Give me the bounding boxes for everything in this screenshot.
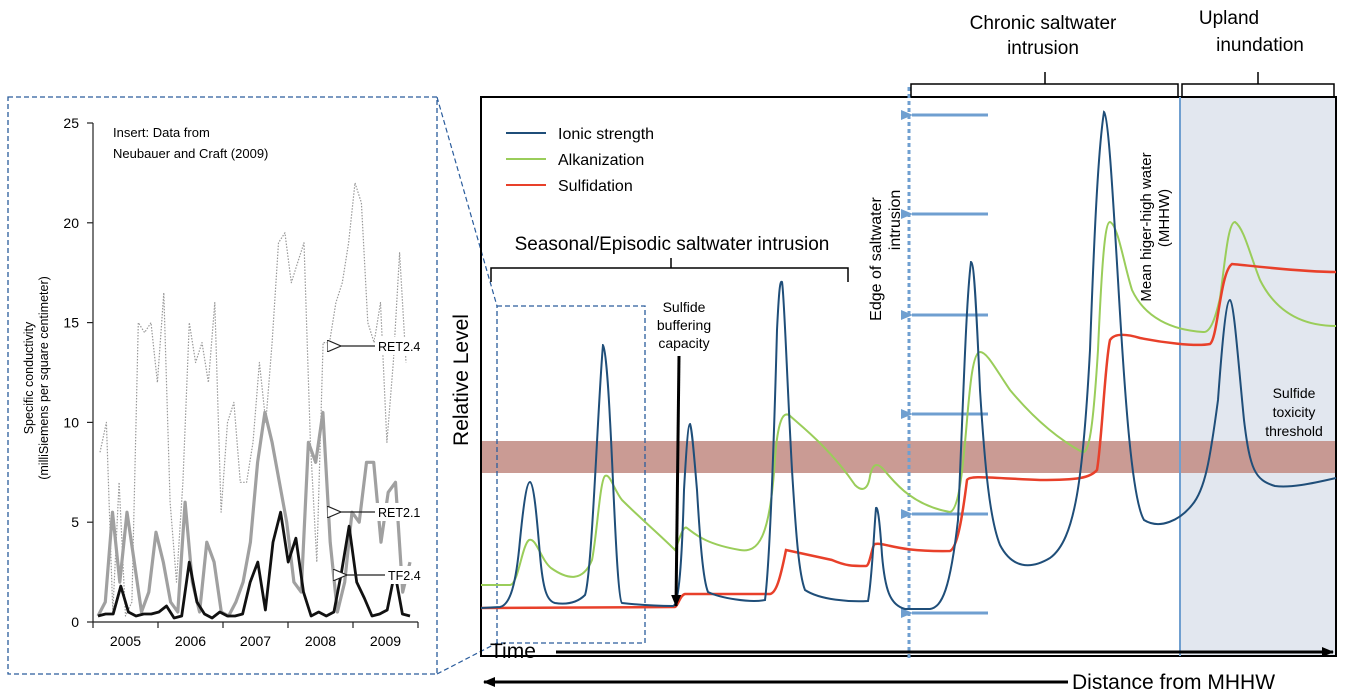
mhhw-label-line2: (MHHW): [1156, 189, 1173, 247]
tf24-label: TF2.4: [388, 569, 421, 583]
legend-sulf-label: Sulfidation: [558, 178, 633, 195]
zoom-connector-top: [436, 96, 498, 307]
upland-label-line2: inundation: [1216, 35, 1304, 56]
ret24-label: RET2.4: [378, 340, 420, 354]
inset-series: [96, 182, 412, 620]
inset-y-tick-label: 0: [71, 614, 79, 630]
inset-y-tick-label: 25: [63, 115, 79, 131]
upland-bracket: [1181, 72, 1335, 97]
legend: Ionic strength Alkanization Sulfidation: [506, 126, 654, 195]
inset-series-tf24: [97, 510, 411, 620]
upland-shade: [1180, 97, 1336, 656]
inset-title-line1: Insert: Data from: [113, 125, 210, 140]
inset-x-tick-label: 2006: [175, 633, 206, 649]
edge-label-line2: intrusion: [887, 190, 904, 250]
zoom-connector-bottom: [436, 642, 498, 675]
edge-label-line1: Edge of saltwater: [868, 197, 885, 321]
upland-label-line1: Upland: [1199, 8, 1259, 29]
inset-series-ret21: [96, 410, 412, 618]
time-label: Time: [490, 640, 536, 663]
sulfidation-curve: [480, 262, 1337, 610]
inset-x-tick-label: 2007: [240, 633, 271, 649]
inset-x-tick-label: 2009: [370, 633, 401, 649]
toxicity-label-line1: Sulfide: [1273, 385, 1316, 401]
toxicity-label-line2: toxicity: [1273, 404, 1316, 420]
inset-y-label-line2: (milliSiemens per square centimeter): [37, 276, 51, 480]
main-panel: Ionic strength Alkanization Sulfidation …: [450, 8, 1337, 694]
distance-label: Distance from MHHW: [1072, 671, 1275, 694]
inset-y-ticks: 0 5 10 15 20 25: [63, 115, 93, 630]
intrusion-arrows: [901, 110, 988, 618]
inset-x-tick-label: 2005: [110, 633, 141, 649]
y-axis-label: Relative Level: [450, 314, 473, 446]
inset-panel: 0 5 10 15 20 25 2005 2006 2007 2008 2009 Insert: …: [7, 96, 438, 675]
zoom-dashed-box: [496, 305, 646, 644]
inset-dashed-frame: [7, 96, 438, 675]
seasonal-label: Seasonal/Episodic saltwater intrusion: [515, 234, 830, 255]
ret21-label-bg: [375, 503, 425, 521]
buffer-label-line2: buffering: [657, 317, 711, 333]
inset-title-line2: Neubauer and Craft (2009): [113, 146, 268, 161]
inset-series-ret24: [99, 182, 407, 617]
buffer-arrow: [671, 355, 682, 607]
inset-y-tick-label: 15: [63, 315, 79, 331]
inset-y-tick-label: 10: [63, 414, 79, 430]
legend-alk-label: Alkanization: [558, 152, 644, 169]
ionic-strength-curve: [480, 110, 1337, 610]
ret21-label: RET2.1: [378, 506, 420, 520]
chronic-bracket: [910, 72, 1179, 97]
tf24-label-bg: [385, 566, 429, 584]
inset-x-ticks: 2005 2006 2007 2008 2009: [92, 622, 419, 649]
toxicity-label-line3: threshold: [1265, 423, 1323, 439]
seasonal-bracket: [490, 258, 849, 282]
ret24-label-bg: [375, 337, 425, 355]
mhhw-label-line1: Mean higer-high water: [1138, 152, 1155, 301]
chronic-label-line1: Chronic saltwater: [970, 13, 1117, 34]
buffer-label-line3: capacity: [658, 335, 709, 351]
legend-ionic-label: Ionic strength: [558, 126, 654, 143]
inset-y-label-line1: Specific conductivity: [22, 321, 36, 434]
buffer-label-line1: Sulfide: [663, 299, 706, 315]
inset-y-tick-label: 5: [71, 514, 79, 530]
inset-x-tick-label: 2008: [305, 633, 336, 649]
chronic-label-line2: intrusion: [1007, 38, 1079, 59]
inset-y-tick-label: 20: [63, 215, 79, 231]
